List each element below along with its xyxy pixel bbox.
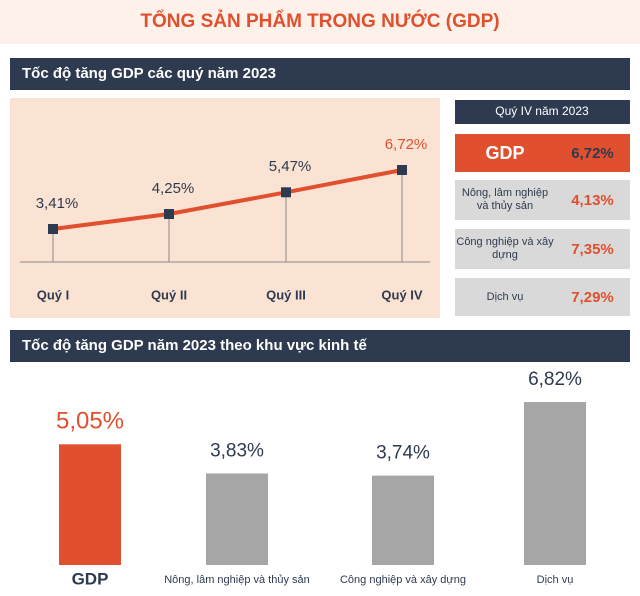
page-title: TỔNG SẢN PHẨM TRONG NƯỚC (GDP): [140, 10, 499, 32]
data-label: 5,05%: [56, 408, 124, 435]
data-label: 6,72%: [385, 136, 428, 153]
header-band: [0, 0, 640, 44]
x-tick-label: Dịch vụ: [537, 574, 574, 586]
side-value: 7,29%: [571, 288, 614, 306]
marker: [281, 187, 291, 198]
data-label: 3,41%: [36, 195, 79, 212]
side-value: 4,13%: [571, 191, 614, 209]
x-tick-label: Quý III: [266, 287, 306, 302]
side-row: Dịch vụ 7,29%: [455, 278, 630, 316]
side-label: Nông, lâm nghiệp và thủy sản: [461, 187, 549, 212]
line: [52, 168, 403, 231]
side-label: Dịch vụ: [486, 290, 524, 303]
side-row: Công nghiệp và xây dựng 7,35%: [455, 229, 630, 269]
bar: [59, 444, 121, 565]
marker: [164, 209, 174, 220]
side-title: Quý IV năm 2023: [495, 104, 589, 118]
line-panel: [10, 98, 440, 318]
data-label: 3,83%: [210, 440, 264, 461]
side-label: Công nghiệp và xây dựng: [456, 236, 554, 261]
marker: [48, 224, 58, 234]
side-title-bar: [455, 100, 630, 124]
side-row: GDP 6,72%: [455, 134, 630, 172]
side-value: 7,35%: [571, 240, 614, 258]
section-bar: [10, 58, 630, 90]
section-title: Tốc độ tăng GDP các quý năm 2023: [22, 65, 276, 82]
x-tick-label: Nông, lâm nghiệp và thủy sản: [164, 574, 310, 586]
bar: [206, 473, 268, 565]
x-tick-label: Quý I: [37, 287, 70, 302]
data-label: 3,74%: [376, 443, 430, 464]
section-bar: [10, 330, 630, 362]
bar: [524, 402, 586, 565]
marker: [397, 165, 407, 175]
data-label: 5,47%: [269, 158, 312, 175]
data-label: 6,82%: [528, 369, 582, 390]
x-tick-label: GDP: [72, 569, 109, 588]
section-title: Tốc độ tăng GDP năm 2023 theo khu vực ki…: [22, 337, 367, 354]
data-label: 4,25%: [152, 180, 195, 197]
side-value: 6,72%: [571, 144, 614, 162]
side-label: GDP: [485, 142, 525, 163]
bar: [372, 475, 434, 565]
x-tick-label: Quý II: [151, 287, 187, 302]
x-tick-label: Công nghiệp và xây dựng: [340, 574, 466, 586]
x-tick-label: Quý IV: [381, 287, 423, 302]
side-row: Nông, lâm nghiệp và thủy sản 4,13%: [455, 180, 630, 220]
